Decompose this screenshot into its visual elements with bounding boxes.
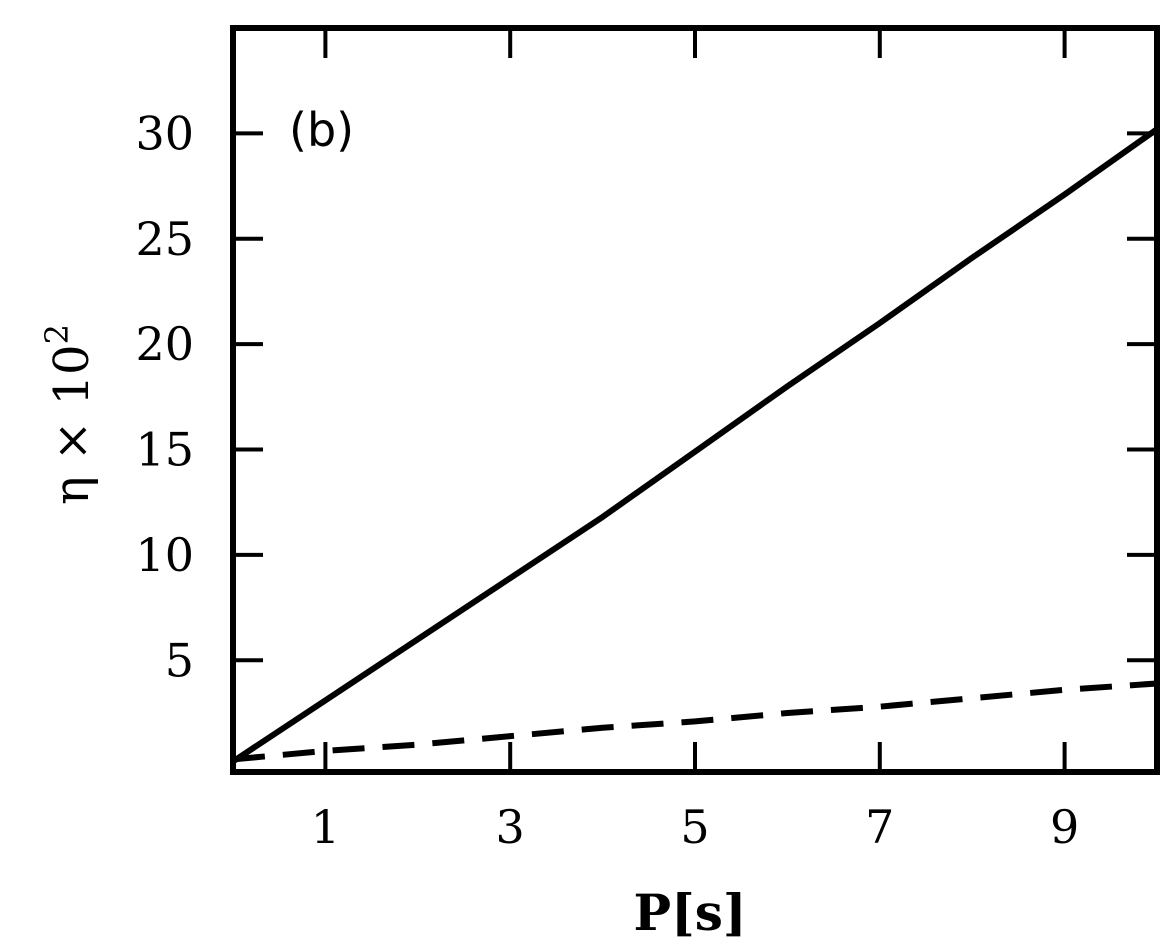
series-layer: [231, 126, 1159, 764]
x-tick-label-5: 5: [680, 800, 709, 854]
y-tick-label-5: 5: [165, 633, 194, 687]
y-tick-label-10: 10: [135, 528, 194, 582]
x-tick-label-9: 9: [1050, 800, 1079, 854]
y-axis-title-base: η × 10: [44, 344, 100, 505]
x-axis-title: P[s]: [633, 883, 746, 942]
y-axis-title-superscript: 2: [38, 324, 76, 344]
solid-series-line: [231, 126, 1159, 764]
y-tick-label-30: 30: [135, 106, 194, 160]
x-tick-label-7: 7: [865, 800, 894, 854]
y-axis-title-group: η × 102: [38, 324, 100, 505]
plot-area: [230, 25, 1160, 775]
panel-label: (b): [289, 103, 354, 157]
plot-frame: [230, 25, 1160, 775]
y-tick-labels: 5 10 15 20 25 30: [135, 106, 194, 687]
dashed-series-line: [232, 680, 1158, 763]
tick-layer: [233, 28, 1157, 772]
y-tick-label-20: 20: [135, 317, 194, 371]
x-tick-labels: 1 3 5 7 9: [311, 800, 1079, 854]
x-tick-label-3: 3: [496, 800, 525, 854]
y-axis-title: η × 102: [38, 324, 100, 505]
x-tick-label-1: 1: [311, 800, 340, 854]
y-tick-label-25: 25: [135, 212, 194, 266]
y-tick-label-15: 15: [135, 423, 194, 477]
